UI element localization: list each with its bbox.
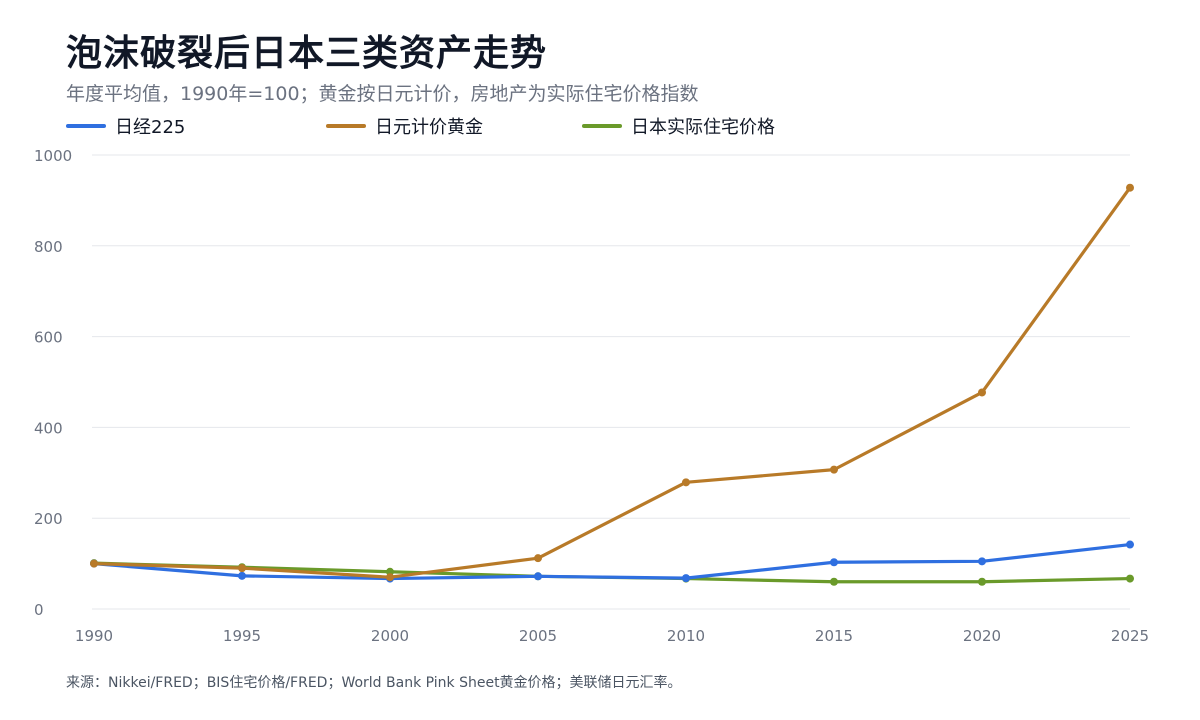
data-point [386, 573, 394, 582]
x-tick-label: 1995 [223, 627, 261, 645]
data-point [238, 564, 246, 573]
x-tick-label: 2005 [519, 627, 557, 645]
data-point [830, 577, 838, 586]
legend-swatch-housing [582, 124, 622, 128]
data-point [1126, 183, 1134, 192]
y-tick-label: 800 [34, 238, 63, 256]
series-line [92, 542, 1132, 581]
x-tick-label: 2020 [963, 627, 1001, 645]
data-point [978, 557, 986, 566]
x-tick-label: 2025 [1111, 627, 1149, 645]
legend-item-nikkei: 日经225 [66, 114, 185, 138]
y-tick-label: 200 [34, 510, 63, 528]
y-tick-label: 400 [34, 419, 63, 437]
y-tick-label: 600 [34, 329, 63, 347]
data-point [90, 559, 98, 568]
chart-subtitle: 年度平均值，1990年=100；黄金按日元计价，房地产为实际住宅价格指数 [66, 83, 699, 105]
data-point [830, 465, 838, 474]
data-point [978, 577, 986, 586]
x-tick-label: 1990 [75, 627, 113, 645]
x-tick-label: 2015 [815, 627, 853, 645]
legend-item-housing: 日本实际住宅价格 [582, 114, 775, 138]
legend-item-gold: 日元计价黄金 [326, 114, 483, 138]
x-tick-label: 2000 [371, 627, 409, 645]
legend-swatch-nikkei [66, 124, 106, 128]
legend-label-nikkei: 日经225 [115, 117, 186, 138]
data-point [534, 572, 542, 581]
data-point [682, 574, 690, 583]
source-note: 来源：Nikkei/FRED；BIS住宅价格/FRED；World Bank P… [66, 675, 682, 691]
legend-label-housing: 日本实际住宅价格 [631, 117, 775, 138]
data-point [534, 554, 542, 563]
y-tick-label: 0 [34, 601, 44, 619]
series-line [92, 561, 1132, 584]
data-point [1126, 540, 1134, 549]
y-tick-label: 1000 [34, 147, 72, 165]
data-point [978, 388, 986, 397]
data-point [830, 558, 838, 567]
series-line [92, 186, 1132, 579]
legend-swatch-gold [326, 124, 366, 128]
data-point [238, 571, 246, 580]
chart-legend: 日经225 日元计价黄金 日本实际住宅价格 [66, 114, 1126, 138]
data-point [1126, 574, 1134, 583]
x-tick-label: 2010 [667, 627, 705, 645]
legend-label-gold: 日元计价黄金 [375, 117, 483, 138]
data-point [682, 478, 690, 487]
chart-title: 泡沫破裂后日本三类资产走势 [66, 33, 548, 74]
